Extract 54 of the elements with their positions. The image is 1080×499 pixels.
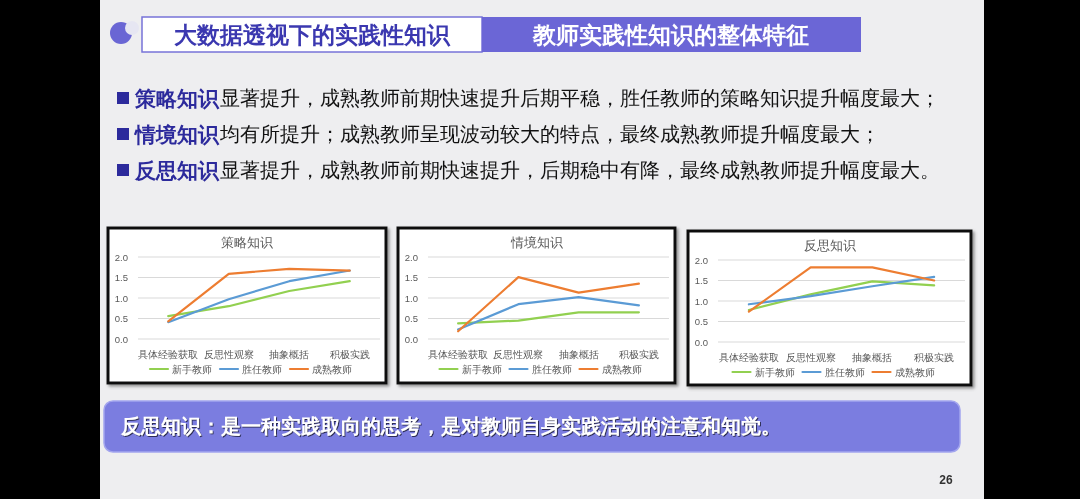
legend-label: 成熟教师 — [601, 363, 642, 375]
text: 策略知识 — [134, 86, 220, 110]
text: 显著提升，成熟教师前期快速提升后期平稳，胜任教师的策略知识提升幅度最大； — [220, 87, 940, 109]
y-tick-label: 1.5 — [694, 275, 708, 286]
line-series — [457, 275, 640, 333]
x-tick-label: 具体经验获取 — [718, 351, 779, 363]
x-tick-label: 抽象概括 — [852, 351, 893, 363]
y-tick-label: 0.5 — [694, 316, 708, 327]
legend-label: 新手教师 — [172, 363, 212, 375]
y-tick-label: 2.0 — [404, 251, 418, 263]
x-tick-label: 反思性观察 — [493, 348, 544, 360]
text: 反思知识 — [134, 158, 220, 182]
legend-label: 胜任教师 — [531, 363, 572, 375]
x-tick-label: 反思性观察 — [785, 351, 836, 363]
x-tick-label: 抽象概括 — [558, 348, 599, 360]
chart-title: 反思知识 — [803, 239, 856, 253]
line-series — [747, 280, 936, 312]
y-tick-label: 1.5 — [114, 272, 128, 283]
x-tick-label: 反思性观察 — [203, 348, 254, 360]
y-tick-label: 0.0 — [694, 336, 708, 348]
y-tick-label: 1.0 — [114, 292, 128, 304]
chart-title: 情境知识 — [509, 235, 563, 250]
text: 情境知识 — [133, 122, 220, 146]
y-tick-label: 1.0 — [404, 292, 418, 304]
y-tick-label: 0.5 — [404, 313, 418, 324]
chart-title: 策略知识 — [221, 236, 273, 250]
y-tick-label: 1.5 — [404, 272, 418, 283]
x-tick-label: 积极实践 — [618, 348, 659, 360]
legend-label: 成熟教师 — [894, 366, 935, 378]
x-tick-label: 具体经验获取 — [428, 348, 489, 360]
legend-label: 新手教师 — [754, 366, 795, 378]
x-tick-label: 具体经验获取 — [138, 348, 199, 360]
x-tick-label: 积极实践 — [914, 351, 955, 363]
line-series — [167, 280, 351, 318]
y-tick-label: 2.0 — [694, 254, 708, 266]
x-tick-label: 积极实践 — [329, 348, 370, 360]
text: 均有所提升；成熟教师呈现波动较大的特点，最终成熟教师提升幅度最大； — [219, 123, 880, 145]
legend-label: 新手教师 — [461, 363, 502, 375]
legend-label: 胜任教师 — [242, 363, 282, 375]
text: 教师实践性知识的整体特征 — [532, 22, 809, 48]
legend-label: 成熟教师 — [312, 363, 352, 375]
y-tick-label: 0.5 — [114, 313, 128, 324]
line-series — [747, 275, 936, 306]
text: 大数据透视下的实践性知识 — [174, 22, 451, 48]
text: 反思知识：是一种实践取向的思考，是对教师自身实践活动的注意和知觉。 — [120, 415, 781, 437]
y-tick-label: 2.0 — [114, 251, 128, 263]
y-tick-label: 0.0 — [404, 333, 418, 345]
text: 显著提升，成熟教师前期快速提升，后期稳中有降，最终成熟教师提升幅度最大。 — [220, 159, 940, 181]
y-tick-label: 0.0 — [114, 333, 128, 345]
legend-label: 胜任教师 — [824, 366, 865, 378]
x-tick-label: 抽象概括 — [269, 348, 310, 360]
text: 26 — [939, 473, 953, 487]
line-series — [457, 296, 640, 331]
y-tick-label: 1.0 — [694, 295, 708, 307]
